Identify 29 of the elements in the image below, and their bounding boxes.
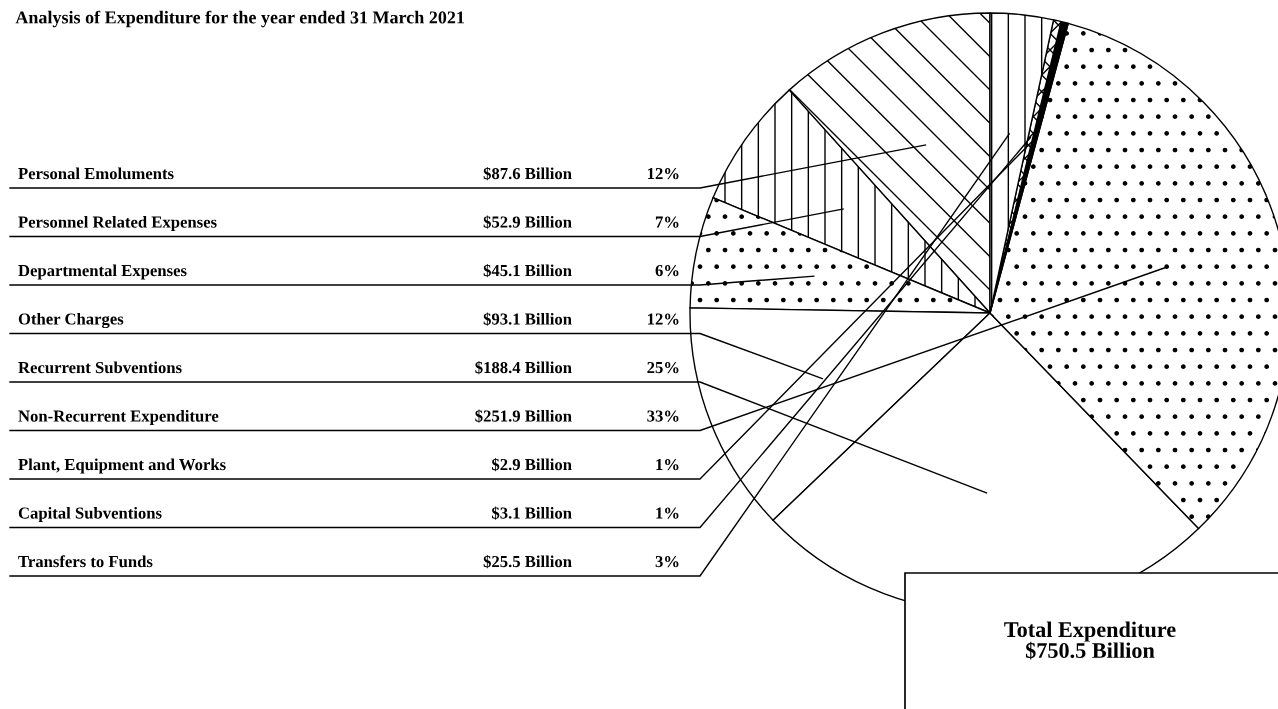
data-label: $251.9 Billion — [475, 409, 572, 423]
slice-label: Transfers to Funds — [18, 555, 153, 568]
data-label: $25.5 Billion — [483, 554, 572, 569]
data-label: $2.9 Billion — [492, 457, 572, 472]
text: 25% — [647, 361, 679, 374]
slice-label: Other Charges — [18, 312, 124, 329]
text: 3% — [655, 555, 679, 568]
chart-title: Analysis of Expenditure for the year ended 31 March 2021 — [15, 10, 464, 28]
data-label: $93.1 Billion — [483, 312, 572, 326]
text: 33% — [647, 410, 679, 422]
text: 7% — [655, 216, 679, 228]
slice-label: Non-Recurrent Expenditure — [18, 409, 219, 426]
data-label: $45.1 Billion — [483, 263, 572, 278]
slice-label: Personal Emoluments — [18, 167, 174, 180]
slice-label: Recurrent Subventions — [18, 361, 182, 374]
data-label: $3.1 Billion — [492, 506, 572, 520]
text: 12% — [648, 313, 679, 325]
text: 6% — [655, 264, 679, 277]
slice-label: Plant, Equipment and Works — [18, 458, 226, 474]
text: 1% — [656, 458, 679, 471]
text: 1% — [656, 507, 679, 519]
data-label: $188.4 Billion — [475, 360, 572, 375]
text: 12% — [648, 167, 679, 180]
slice-label: Capital Subventions — [18, 506, 162, 523]
slice-label: Personnel Related Expenses — [18, 215, 217, 232]
slice-label: Departmental Expenses — [18, 264, 187, 280]
text: Total Expenditure $750.5 Billion — [1004, 621, 1176, 660]
data-label: $52.9 Billion — [483, 215, 572, 229]
data-label: $87.6 Billion — [483, 166, 572, 181]
